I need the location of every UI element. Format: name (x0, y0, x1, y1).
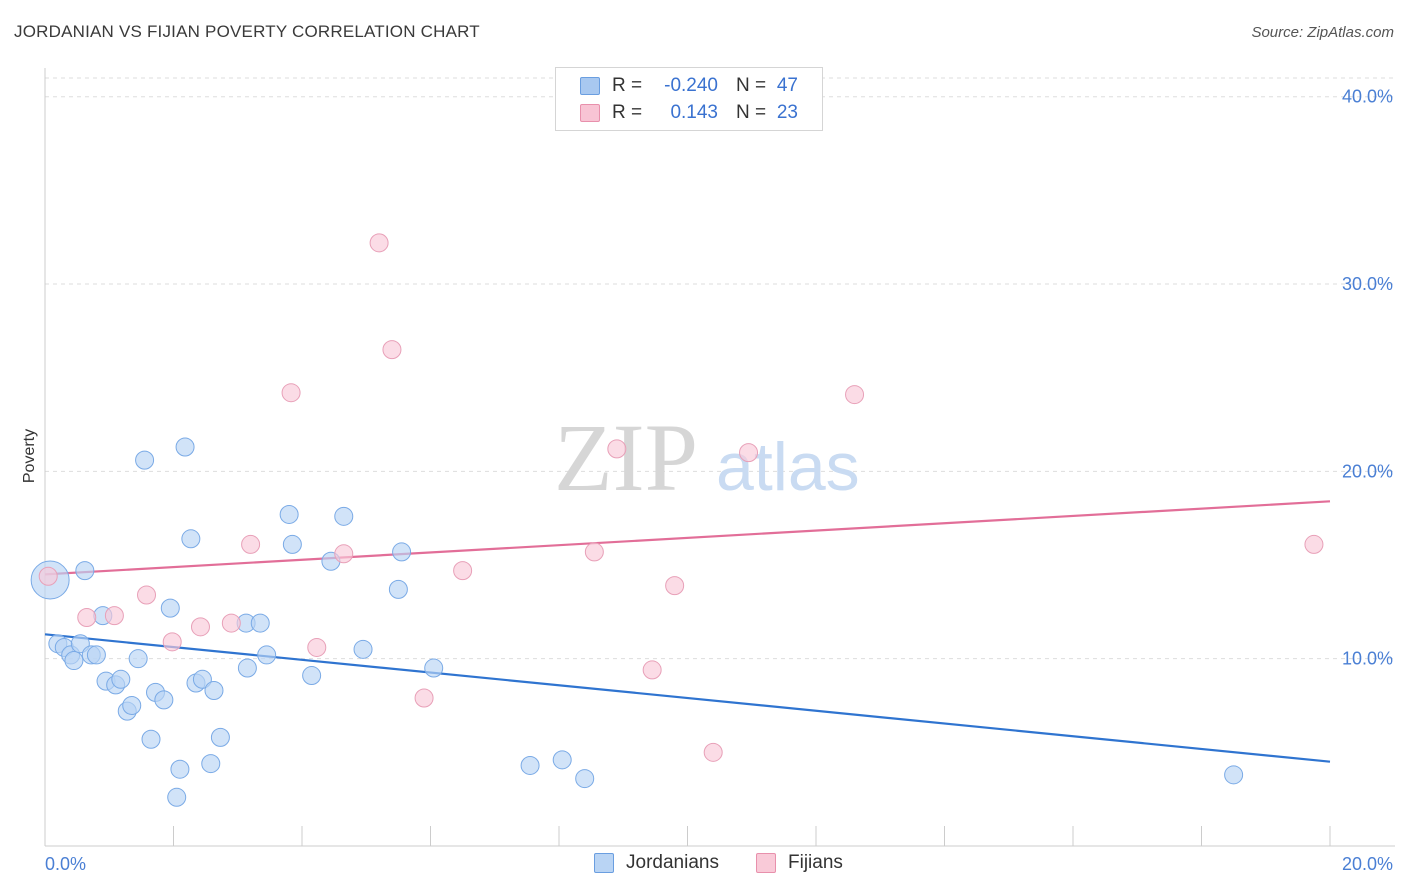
legend-label-fijians: Fijians (788, 852, 843, 873)
stats-r-label: R = (612, 102, 643, 123)
point-fijians (281, 383, 301, 403)
y-tick-labels: 10.0% 20.0% 30.0% 40.0% (1342, 87, 1393, 669)
point-fijians (77, 607, 97, 627)
point-jordanians (175, 437, 195, 457)
y-tick-label: 30.0% (1342, 274, 1393, 294)
point-jordanians (160, 598, 180, 618)
stats-n-label: N = (736, 75, 767, 96)
stats-n-label: N = (736, 102, 767, 123)
point-jordanians (257, 645, 277, 665)
point-fijians (137, 585, 157, 605)
legend-swatch-jordanians (594, 853, 614, 873)
point-fijians (845, 385, 865, 405)
point-jordanians (170, 759, 190, 779)
point-fijians (369, 233, 389, 253)
point-fijians (334, 544, 354, 564)
x-tick-label: 20.0% (1342, 854, 1393, 874)
point-fijians (307, 637, 327, 657)
y-tick-label: 10.0% (1342, 649, 1393, 669)
point-fijians (739, 443, 759, 463)
point-fijians (1304, 534, 1324, 554)
chart-title: JORDANIAN VS FIJIAN POVERTY CORRELATION … (14, 22, 480, 41)
point-jordanians (392, 542, 412, 562)
point-jordanians (1224, 765, 1244, 785)
point-jordanians (141, 729, 161, 749)
point-jordanians (210, 727, 230, 747)
point-jordanians (122, 696, 142, 716)
x-tick-labels: 0.0% 20.0% (45, 854, 1393, 874)
point-jordanians (128, 649, 148, 669)
point-jordanians (154, 690, 174, 710)
axes (44, 68, 1395, 847)
stats-n-value: 23 (776, 102, 798, 123)
y-tick-label: 40.0% (1342, 87, 1393, 107)
stats-r-value: -0.240 (664, 75, 718, 96)
watermark: ZIP atlas (554, 404, 860, 511)
point-fijians (382, 340, 402, 360)
point-fijians (703, 742, 723, 762)
grid-lines (45, 77, 1395, 660)
point-jordanians (282, 534, 302, 554)
point-jordanians (250, 613, 270, 633)
point-fijians (607, 439, 627, 459)
y-axis-label: Poverty (21, 429, 38, 483)
point-fijians (665, 576, 685, 596)
point-fijians (162, 632, 182, 652)
point-jordanians (75, 561, 95, 581)
point-fijians (642, 660, 662, 680)
point-jordanians (111, 669, 131, 689)
point-jordanians (575, 769, 595, 789)
point-fijians (221, 613, 241, 633)
point-jordanians (181, 529, 201, 549)
point-jordanians (279, 504, 299, 524)
point-jordanians (204, 681, 224, 701)
stats-r-value: 0.143 (670, 102, 718, 123)
stats-r-label: R = (612, 75, 643, 96)
stats-swatch-fijians (580, 104, 600, 122)
point-jordanians (388, 579, 408, 599)
x-tick-label: 0.0% (45, 854, 86, 874)
legend-label-jordanians: Jordanians (626, 852, 719, 873)
point-fijians (104, 606, 124, 626)
point-fijians (584, 542, 604, 562)
point-jordanians (424, 658, 444, 678)
point-jordanians (520, 755, 540, 775)
trend-line-jordanians (44, 633, 1331, 763)
point-jordanians (334, 506, 354, 526)
point-jordanians (86, 645, 106, 665)
y-tick-label: 20.0% (1342, 461, 1393, 481)
point-jordanians (353, 639, 373, 659)
point-fijians (414, 688, 434, 708)
trend-lines (44, 500, 1331, 763)
scatter-points (30, 233, 1324, 807)
point-jordanians (167, 787, 187, 807)
point-jordanians (135, 450, 155, 470)
trend-line-fijians (44, 500, 1331, 576)
point-jordanians (552, 750, 572, 770)
point-fijians (453, 561, 473, 581)
legend-swatch-fijians (756, 853, 776, 873)
point-fijians (190, 617, 210, 637)
stats-swatch-jordanians (580, 77, 600, 95)
point-fijians (241, 534, 261, 554)
point-jordanians (201, 754, 221, 774)
point-fijians (38, 566, 58, 586)
stats-box: R = -0.240 N = 47 R = 0.143 N = 23 (555, 67, 823, 131)
point-jordanians (302, 666, 322, 686)
source-label: Source: ZipAtlas.com (1251, 24, 1394, 41)
watermark-zip: ZIP (554, 404, 698, 511)
point-jordanians (237, 658, 257, 678)
watermark-atlas: atlas (716, 429, 860, 505)
stats-n-value: 47 (776, 75, 798, 96)
point-jordanians (192, 669, 212, 689)
point-jordanians (64, 651, 84, 671)
